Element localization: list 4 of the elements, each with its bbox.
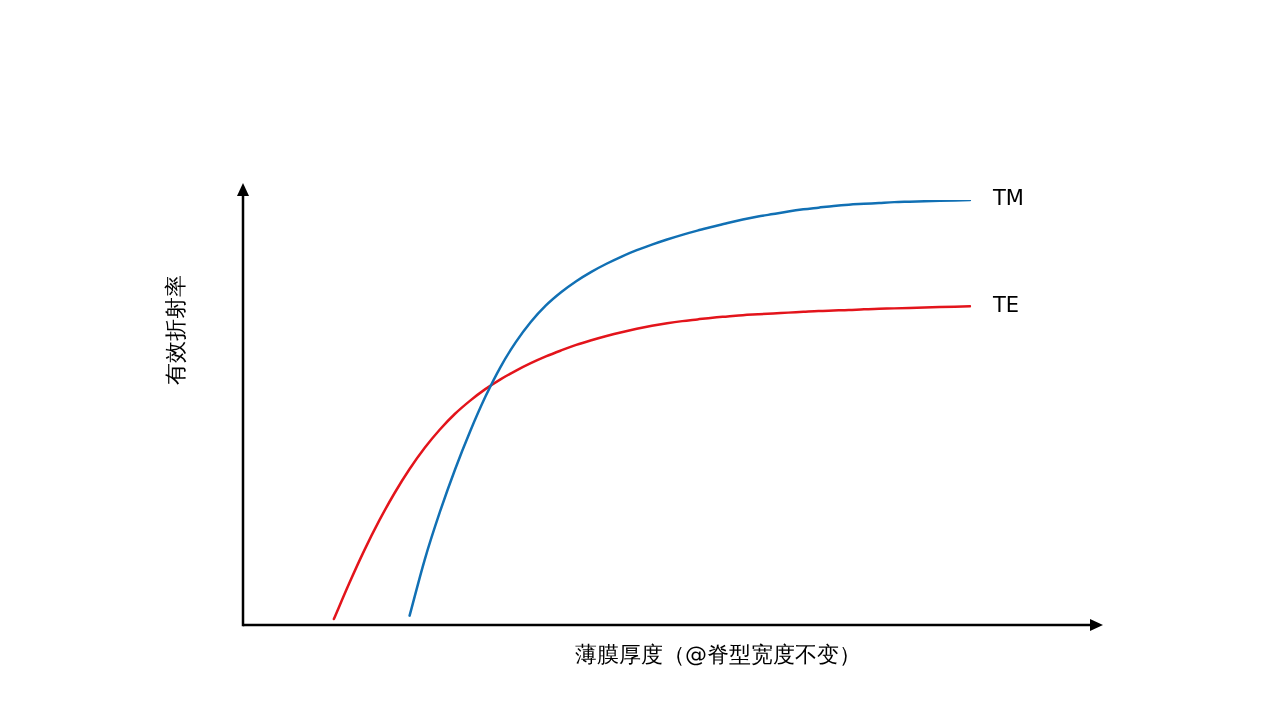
- y-axis-title: 有效折射率: [162, 275, 188, 385]
- x-axis-title: 薄膜厚度（@脊型宽度不变）: [575, 641, 861, 667]
- series-label: TE: [992, 292, 1020, 317]
- series-label: TM: [992, 186, 1024, 211]
